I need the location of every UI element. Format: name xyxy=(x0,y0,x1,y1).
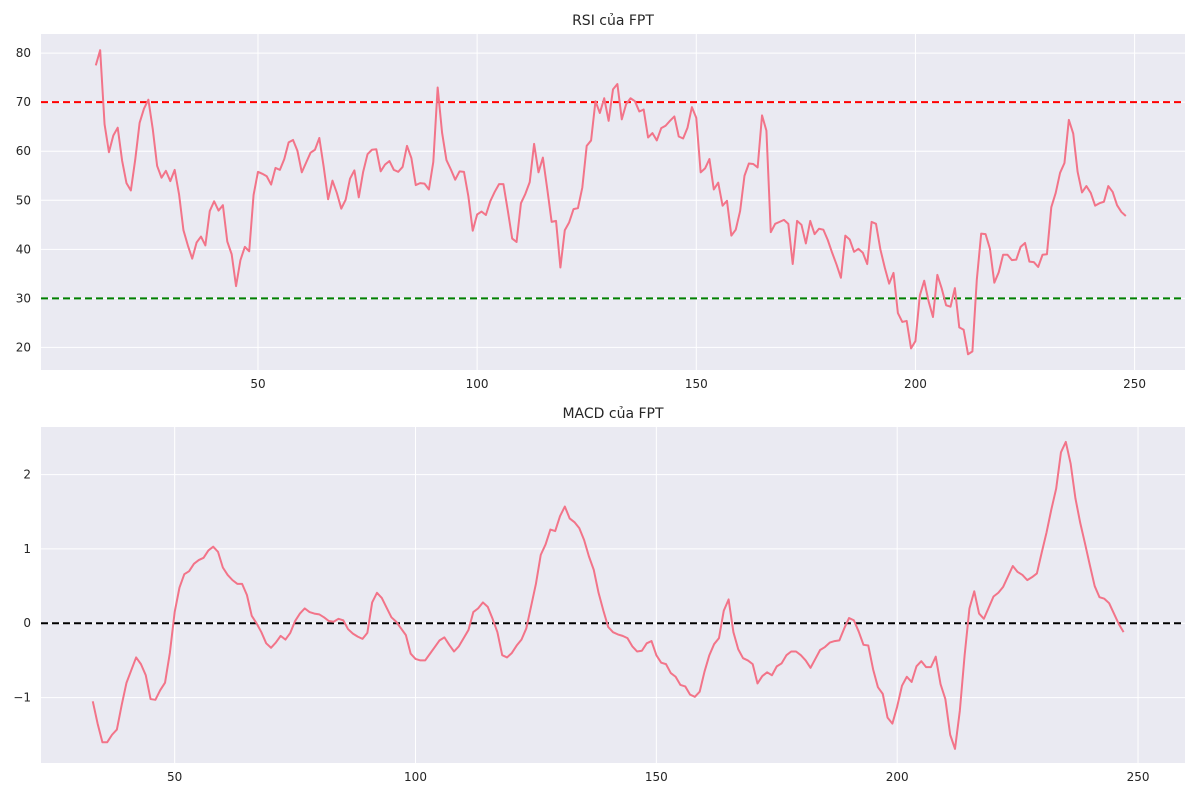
rsi-y-tick-30: 30 xyxy=(16,291,31,305)
macd-plot-area xyxy=(41,427,1185,763)
macd-title: MACD của FPT xyxy=(562,406,664,422)
macd-x-tick-200: 200 xyxy=(886,770,909,784)
macd-y-tick-0: 0 xyxy=(23,616,31,630)
rsi-x-tick-50: 50 xyxy=(250,377,265,391)
rsi-chart: 50 100 150 200 250 20 30 40 50 60 70 80 RSI của FP… xyxy=(16,13,1185,391)
macd-y-axis: −1 0 1 2 xyxy=(13,468,31,705)
rsi-x-tick-200: 200 xyxy=(904,377,927,391)
rsi-y-tick-70: 70 xyxy=(16,95,31,109)
macd-line xyxy=(91,440,1125,750)
rsi-x-axis: 50 100 150 200 250 xyxy=(250,377,1146,391)
rsi-x-tick-150: 150 xyxy=(685,377,708,391)
rsi-title: RSI của FPT xyxy=(572,13,654,29)
macd-x-tick-50: 50 xyxy=(167,770,182,784)
rsi-y-axis: 20 30 40 50 60 70 80 xyxy=(16,46,31,354)
rsi-reference-lines xyxy=(41,101,1185,300)
macd-x-tick-100: 100 xyxy=(404,770,427,784)
rsi-y-tick-20: 20 xyxy=(16,340,31,354)
macd-x-tick-250: 250 xyxy=(1127,770,1150,784)
rsi-x-tick-100: 100 xyxy=(466,377,489,391)
macd-chart: 50 100 150 200 250 −1 0 1 2 MACD của FPT xyxy=(13,406,1185,784)
rsi-y-tick-50: 50 xyxy=(16,193,31,207)
rsi-y-tick-40: 40 xyxy=(16,242,31,256)
rsi-y-tick-80: 80 xyxy=(16,46,31,60)
rsi-y-tick-60: 60 xyxy=(16,144,31,158)
macd-x-axis: 50 100 150 200 250 xyxy=(167,770,1149,784)
macd-y-tick--1: −1 xyxy=(13,691,31,705)
rsi-line xyxy=(94,49,1127,356)
rsi-plot-area xyxy=(41,34,1185,370)
macd-x-tick-150: 150 xyxy=(645,770,668,784)
rsi-x-tick-250: 250 xyxy=(1123,377,1146,391)
macd-y-tick-2: 2 xyxy=(23,468,31,482)
macd-y-tick-1: 1 xyxy=(23,542,31,556)
